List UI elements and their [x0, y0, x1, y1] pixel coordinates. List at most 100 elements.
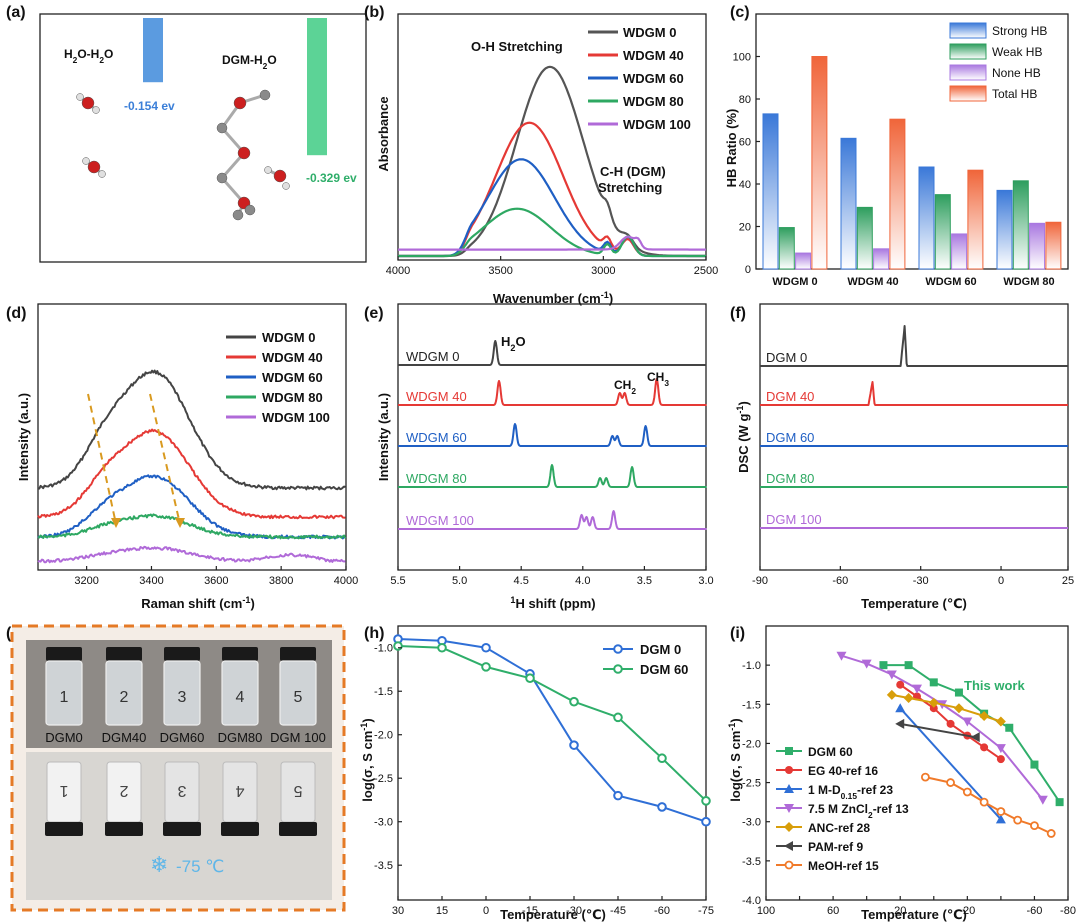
- b-legend-label: WDGM 100: [623, 117, 691, 132]
- a-right-title: DGM-H2O: [222, 53, 277, 71]
- data-point: [481, 662, 491, 672]
- vial-number: 1: [60, 689, 69, 706]
- c-legend-label: Strong HB: [992, 24, 1047, 38]
- f-curve-label: DGM 40: [766, 389, 814, 404]
- c-legend-label: Weak HB: [992, 45, 1042, 59]
- bar-none-hb: [795, 252, 812, 270]
- i-annot-this-work: This work: [964, 678, 1025, 693]
- data-point: [970, 732, 980, 743]
- f-x-tick-label: -90: [752, 575, 768, 587]
- i-x-tick-label: 60: [827, 905, 839, 917]
- d-x-tick-label: 3800: [269, 575, 293, 587]
- b-annot-oh: O-H Stretching: [471, 39, 563, 54]
- label-part: log(σ, S cm: [360, 731, 375, 802]
- data-point: [1046, 829, 1056, 838]
- b-legend-label: WDGM 40: [623, 48, 684, 63]
- f-x-tick-label: -60: [832, 575, 848, 587]
- i-y-tick-label: -2.5: [742, 778, 761, 790]
- hydrogen-atom: [264, 166, 272, 174]
- label-part: 7.5 M ZnCl: [808, 802, 868, 816]
- series-wdgm-0: [397, 340, 707, 366]
- vial-label: DGM60: [160, 730, 205, 745]
- data-point: [928, 697, 939, 708]
- d-legend-label: WDGM 80: [262, 390, 323, 405]
- hydrogen-atom: [282, 182, 290, 190]
- e-annot-ch2: CH2: [614, 378, 636, 396]
- bar-none-hb: [951, 233, 968, 270]
- data-point: [946, 719, 955, 728]
- label-part: DSC (W g: [736, 414, 751, 473]
- data-point: [879, 661, 888, 670]
- bar-total-hb: [1045, 221, 1062, 270]
- f-curve-label: DGM 100: [766, 512, 822, 527]
- vial-cap: [45, 822, 83, 836]
- f-x-tick-label: 25: [1062, 575, 1074, 587]
- i-legend-label: 7.5 M ZnCl2-ref 13: [808, 802, 909, 820]
- h-legend-label: DGM 0: [640, 642, 681, 657]
- e-x-tick-label: 4.0: [575, 575, 590, 587]
- vial-body: [163, 660, 201, 726]
- data-point: [657, 802, 667, 812]
- series-wdgm-0: [38, 369, 346, 491]
- i-legend-label: DGM 60: [808, 745, 853, 759]
- panel-i-frame: [765, 625, 1069, 901]
- data-point: [613, 712, 623, 723]
- label-part: 1 M-D: [808, 783, 841, 797]
- label-part: -ref 23: [857, 783, 893, 797]
- bar-total-hb: [811, 56, 828, 270]
- b-annot-ch2: Stretching: [598, 180, 662, 195]
- data-point: [995, 744, 1006, 754]
- vial-cap: [279, 822, 317, 836]
- bar-strong-hb: [762, 113, 779, 270]
- d-y-axis-title: Intensity (a.u.): [16, 393, 31, 481]
- a-right-energy: -0.329 ev: [306, 171, 357, 185]
- vial-number: 2: [119, 782, 128, 799]
- e-y-axis-title: Intensity (a.u.): [376, 393, 391, 481]
- bar-h2o-h2o: [143, 18, 163, 83]
- b-legend-label: WDGM 80: [623, 94, 684, 109]
- dgm-atom: [244, 204, 256, 216]
- legend-swatch: [949, 85, 987, 102]
- f-x-tick-label: -30: [913, 575, 929, 587]
- vial-cap: [221, 822, 259, 836]
- b-x-tick-label: 2500: [694, 265, 718, 277]
- e-x-tick-label: 5.0: [452, 575, 467, 587]
- b-x-tick-label: 3000: [591, 265, 615, 277]
- i-x-tick-label: -60: [1026, 905, 1042, 917]
- dgm-atom: [216, 122, 228, 134]
- c-y-tick-label: 80: [739, 94, 751, 106]
- dgm-atom: [259, 89, 271, 101]
- label-part: log(σ, S cm: [728, 731, 743, 802]
- series-wdgm-40: [37, 428, 346, 520]
- h-y-tick-label: -1.5: [374, 686, 393, 698]
- d-x-tick-label: 3200: [74, 575, 98, 587]
- vial-body: [45, 660, 83, 726]
- data-point: [569, 740, 579, 750]
- data-point: [962, 717, 973, 727]
- snowflake-icon: ❄: [150, 852, 168, 877]
- label-part: ): [736, 401, 751, 405]
- label-part: 3: [664, 378, 669, 388]
- data-point: [701, 796, 711, 806]
- data-point: [954, 688, 963, 697]
- d-legend-label: WDGM 60: [262, 370, 323, 385]
- label-part: H shift (ppm): [515, 596, 595, 611]
- b-annot-ch1: C-H (DGM): [600, 164, 666, 179]
- i-x-tick-label: 20: [894, 905, 906, 917]
- data-point: [861, 659, 872, 669]
- data-point: [912, 684, 922, 694]
- data-point: [657, 753, 667, 764]
- label-part: 2: [631, 386, 636, 396]
- label-part: 2: [510, 343, 515, 353]
- b-legend-label: WDGM 0: [623, 25, 676, 40]
- data-point: [995, 716, 1006, 727]
- label-part: 0.15: [841, 791, 858, 801]
- label-part: 2: [868, 810, 873, 820]
- e-x-tick-label: 5.5: [390, 575, 405, 587]
- e-curve-label: WDGM 40: [406, 389, 467, 404]
- c-legend-label: Total HB: [992, 87, 1037, 101]
- arrow-head: [175, 518, 185, 528]
- data-point: [784, 822, 794, 832]
- data-point: [886, 689, 897, 700]
- h-x-axis-title: Temperature (℃): [500, 907, 606, 922]
